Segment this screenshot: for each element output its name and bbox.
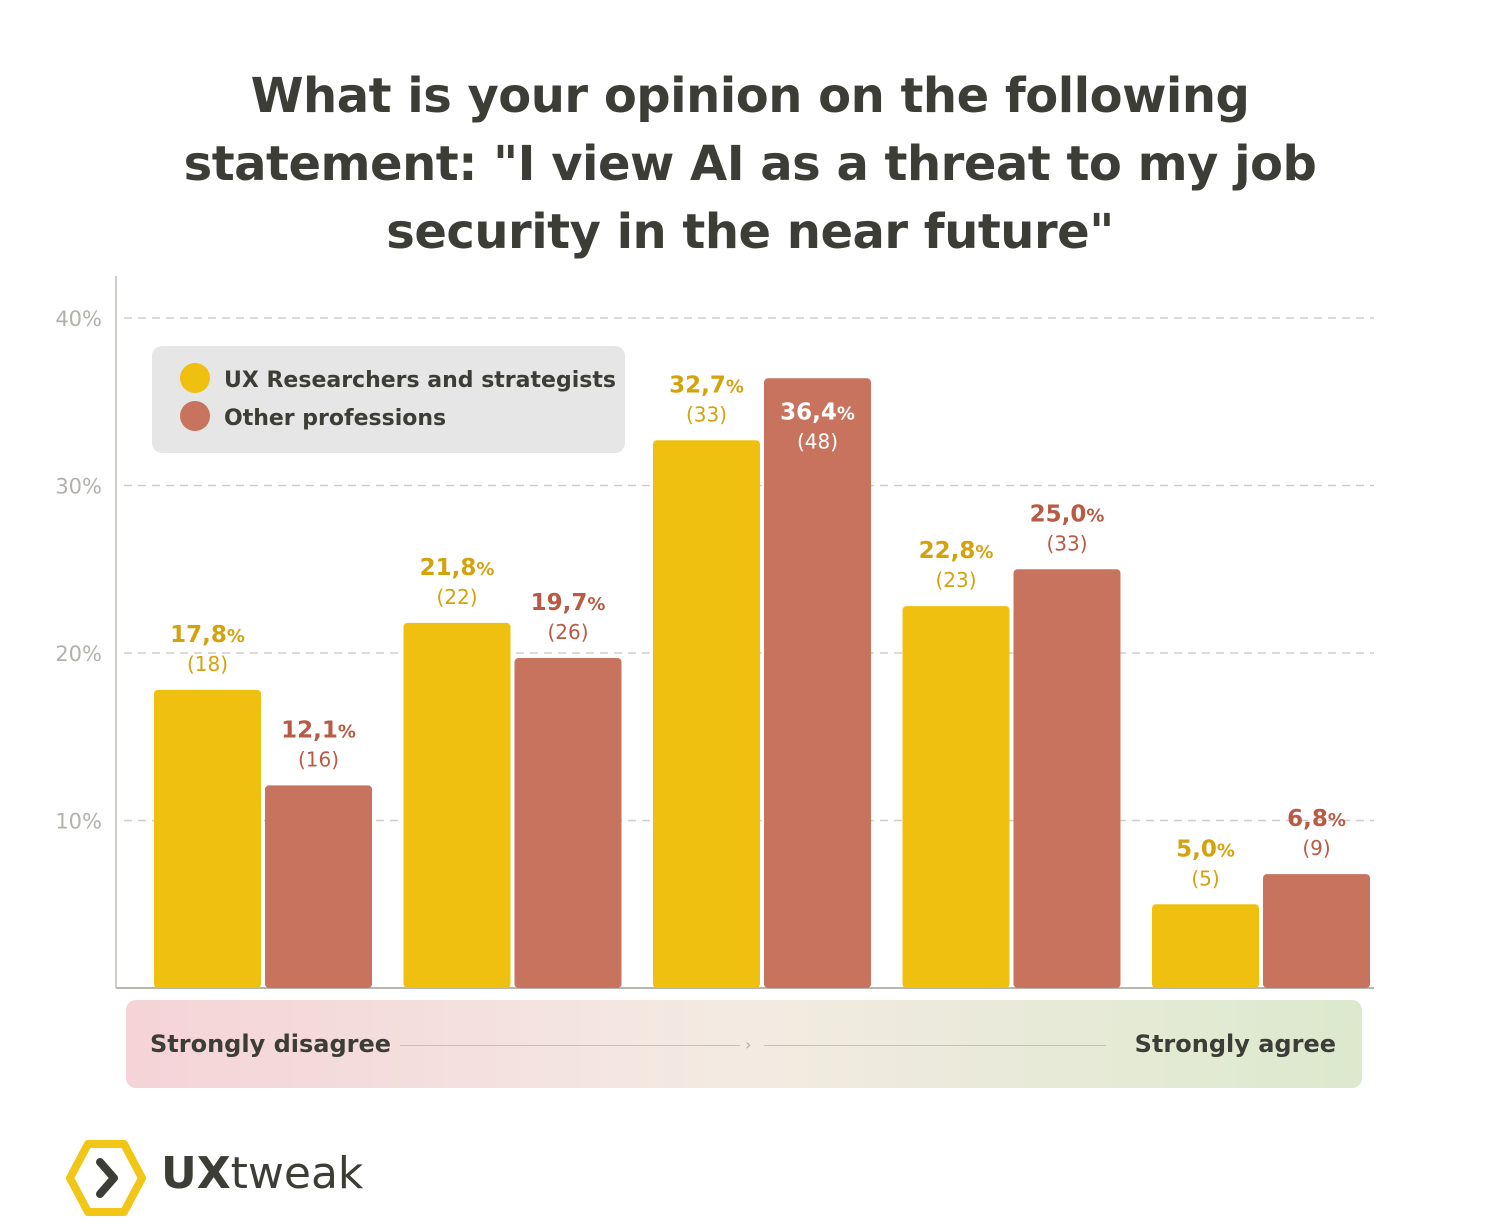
value-number: 5,0 xyxy=(1176,836,1217,862)
value-percent: % xyxy=(227,626,245,647)
count-label: (9) xyxy=(1302,836,1330,860)
bar-ux-5 xyxy=(1152,904,1259,988)
logo-text-bold: UX xyxy=(161,1148,231,1199)
legend: UX Researchers and strategists Other pro… xyxy=(152,346,625,453)
scale-line-right xyxy=(764,1045,1106,1046)
value-percent: % xyxy=(1217,840,1235,861)
count-label: (16) xyxy=(298,747,339,771)
value-number: 12,1 xyxy=(281,717,338,743)
value-label: 32,7% xyxy=(669,372,744,398)
value-percent: % xyxy=(726,376,744,397)
logo-text: UXtweak xyxy=(161,1144,363,1204)
count-label: (26) xyxy=(547,620,588,644)
chevron-right-icon: › xyxy=(745,1035,752,1054)
y-tick-label: 10% xyxy=(55,810,102,834)
value-percent: % xyxy=(975,542,993,563)
bar-other-5 xyxy=(1263,874,1370,988)
count-label: (33) xyxy=(1046,531,1087,555)
scale-right-label: Strongly agree xyxy=(1134,1030,1336,1058)
y-tick-label: 20% xyxy=(55,642,102,666)
legend-other-label: Other professions xyxy=(224,406,446,431)
hexagon-chevron-icon xyxy=(66,1140,146,1216)
chart-title: What is your opinion on the following st… xyxy=(183,68,1317,260)
value-number: 22,8 xyxy=(919,538,976,564)
count-label: (22) xyxy=(436,585,477,609)
legend-box xyxy=(152,346,625,453)
value-label: 12,1% xyxy=(281,717,356,743)
value-label: 25,0% xyxy=(1030,501,1105,527)
legend-other-swatch xyxy=(180,401,210,431)
uxtweak-logo: UXtweak xyxy=(66,1138,426,1218)
gridlines: 10% 20% 30% 40% xyxy=(55,307,1374,834)
bar-other-2 xyxy=(514,658,622,988)
data-labels: 17,8% (18) 12,1% (16) 21,8% (22) 19,7% (26) 32,7… xyxy=(170,372,1346,890)
bar-ux-2 xyxy=(403,622,511,988)
bar-other-4 xyxy=(1013,569,1121,988)
value-number: 32,7 xyxy=(669,372,726,398)
scale-left-label: Strongly disagree xyxy=(150,1030,392,1058)
bar-ux-3 xyxy=(653,440,760,988)
value-label: 6,8% xyxy=(1287,806,1346,832)
logo-text-regular: tweak xyxy=(230,1148,364,1199)
value-label: 21,8% xyxy=(420,555,495,581)
value-percent: % xyxy=(837,403,855,424)
value-number: 19,7 xyxy=(531,590,588,616)
count-label: (5) xyxy=(1191,866,1219,890)
count-label: (33) xyxy=(686,402,727,426)
count-label: (23) xyxy=(935,568,976,592)
y-tick-label: 40% xyxy=(55,307,102,331)
count-label: (48) xyxy=(797,429,838,453)
value-number: 21,8 xyxy=(420,555,477,581)
value-percent: % xyxy=(476,559,494,580)
value-percent: % xyxy=(587,594,605,615)
value-number: 6,8 xyxy=(1287,806,1328,832)
bars xyxy=(154,378,1370,988)
value-number: 17,8 xyxy=(170,622,227,648)
value-label: 5,0% xyxy=(1176,836,1235,862)
count-label: (18) xyxy=(187,652,228,676)
value-number: 25,0 xyxy=(1030,501,1087,527)
bar-other-1 xyxy=(265,785,372,988)
value-percent: % xyxy=(338,721,356,742)
value-percent: % xyxy=(1328,810,1346,831)
y-tick-label: 30% xyxy=(55,475,102,499)
bar-ux-1 xyxy=(154,689,261,988)
legend-ux-label: UX Researchers and strategists xyxy=(224,368,616,393)
value-label: 17,8% xyxy=(170,622,245,648)
value-percent: % xyxy=(1086,505,1104,526)
value-label: 36,4% xyxy=(780,399,855,425)
bar-other-3 xyxy=(764,378,871,988)
bar-ux-4 xyxy=(902,606,1010,988)
scale-line-left xyxy=(400,1045,740,1046)
bar-chart: 10% 20% 30% 40% 17,8% (18) 12,1% (16) 21,8% (22)… xyxy=(55,276,1374,989)
value-label: 22,8% xyxy=(919,538,994,564)
value-label: 19,7% xyxy=(531,590,606,616)
legend-ux-swatch xyxy=(180,363,210,393)
value-number: 36,4 xyxy=(780,399,837,425)
agreement-scale: Strongly disagree › Strongly agree xyxy=(126,1000,1362,1088)
